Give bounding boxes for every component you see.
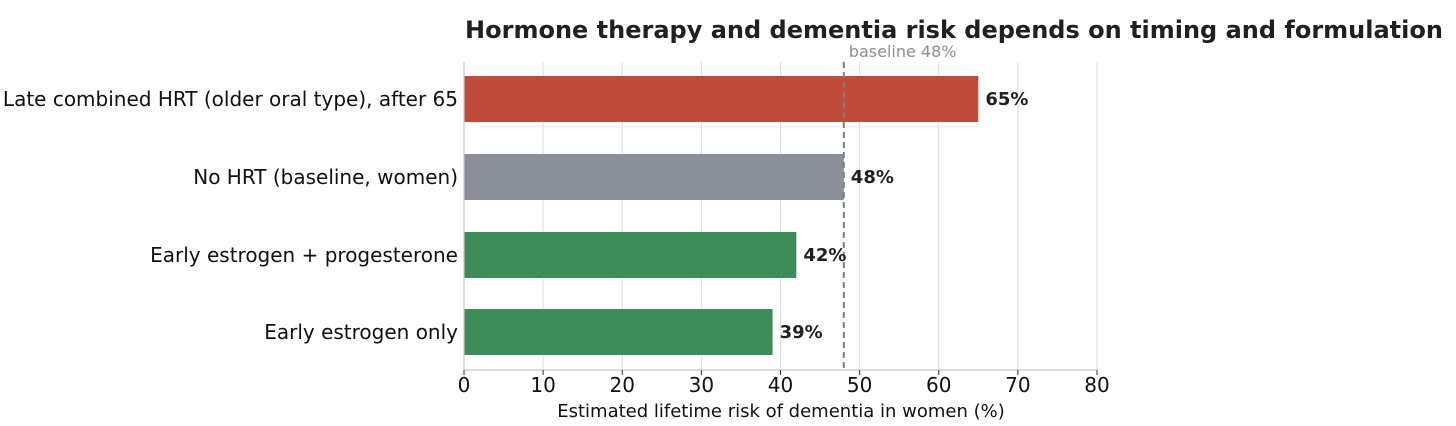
x-tick-label-10: 10 [530,373,555,397]
x-tick-label-60: 60 [926,373,951,397]
bar-layer [464,76,979,355]
reference-layer: baseline 48% [842,42,957,370]
bar-3 [464,232,797,278]
value-label-3: 42% [803,245,846,266]
bar-2 [464,154,844,200]
x-tick-label-0: 0 [458,373,471,397]
baseline-reference-label: baseline 48% [849,42,957,61]
category-label-3: Early estrogen + progesterone [150,243,458,267]
x-tick-label-40: 40 [768,373,793,397]
x-axis-label: Estimated lifetime risk of dementia in w… [557,401,1005,422]
category-label-2: No HRT (baseline, women) [193,165,458,189]
bar-1 [464,76,979,122]
chart-title: Hormone therapy and dementia risk depend… [465,16,1443,44]
category-label-4: Early estrogen only [264,320,458,344]
x-tick-label-70: 70 [1005,373,1030,397]
bar-4 [464,309,773,355]
x-tick-label-20: 20 [610,373,635,397]
value-label-2: 48% [851,167,894,188]
x-tick-label-50: 50 [847,373,872,397]
value-label-4: 39% [780,322,823,343]
x-tick-label-30: 30 [689,373,714,397]
label-layer: Late combined HRT (older oral type), aft… [3,87,1028,344]
category-label-1: Late combined HRT (older oral type), aft… [3,87,458,111]
x-axis: 0 10 20 30 40 50 60 70 80 [458,62,1110,397]
x-tick-label-80: 80 [1084,373,1109,397]
value-label-1: 65% [985,89,1028,110]
